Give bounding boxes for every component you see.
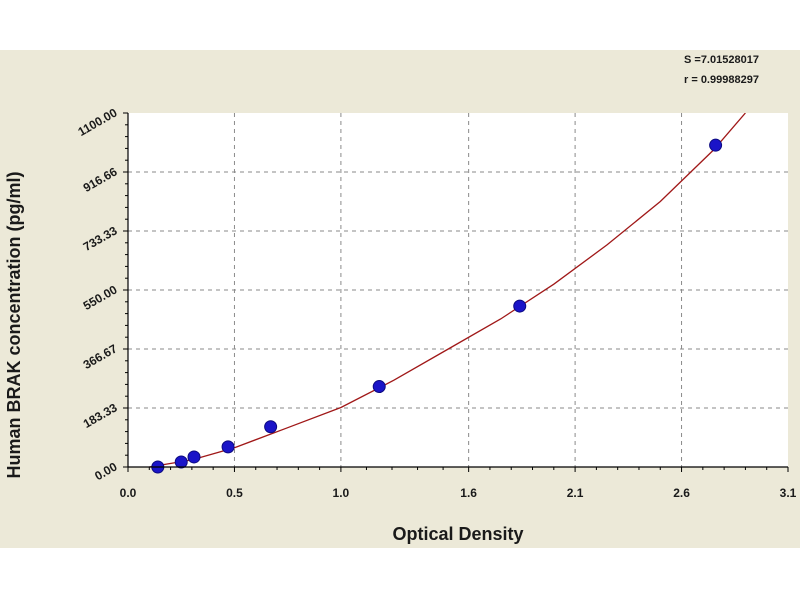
y-tick-label: 366.67 bbox=[81, 341, 120, 372]
data-point bbox=[174, 455, 188, 469]
data-point bbox=[187, 450, 201, 464]
data-point bbox=[221, 440, 235, 454]
data-point bbox=[372, 380, 386, 394]
data-point bbox=[709, 138, 723, 152]
x-tick-label: 1.6 bbox=[460, 486, 477, 500]
data-point bbox=[513, 299, 527, 313]
axes bbox=[127, 113, 788, 468]
x-axis-label: Optical Density bbox=[392, 524, 523, 544]
y-tick-label: 916.66 bbox=[81, 164, 120, 195]
grid bbox=[128, 113, 788, 467]
y-tick-label: 0.00 bbox=[92, 459, 120, 483]
y-tick-label: 1100.00 bbox=[76, 105, 120, 139]
x-tick-label: 1.0 bbox=[333, 486, 350, 500]
x-tick-label: 2.1 bbox=[567, 486, 584, 500]
x-tick-label: 2.6 bbox=[673, 486, 690, 500]
data-point bbox=[264, 420, 278, 434]
y-tick-label: 733.33 bbox=[81, 223, 120, 254]
y-axis-label: Human BRAK concentration (pg/ml) bbox=[4, 171, 24, 478]
x-tick-label: 3.1 bbox=[780, 486, 797, 500]
y-tick-label: 550.00 bbox=[81, 282, 120, 313]
stat-s: S =7.01528017 bbox=[684, 54, 759, 66]
y-tick-label: 183.33 bbox=[81, 400, 120, 431]
x-tick-label: 0.0 bbox=[120, 486, 137, 500]
x-tick-label: 0.5 bbox=[226, 486, 243, 500]
stat-r: r = 0.99988297 bbox=[684, 74, 759, 86]
